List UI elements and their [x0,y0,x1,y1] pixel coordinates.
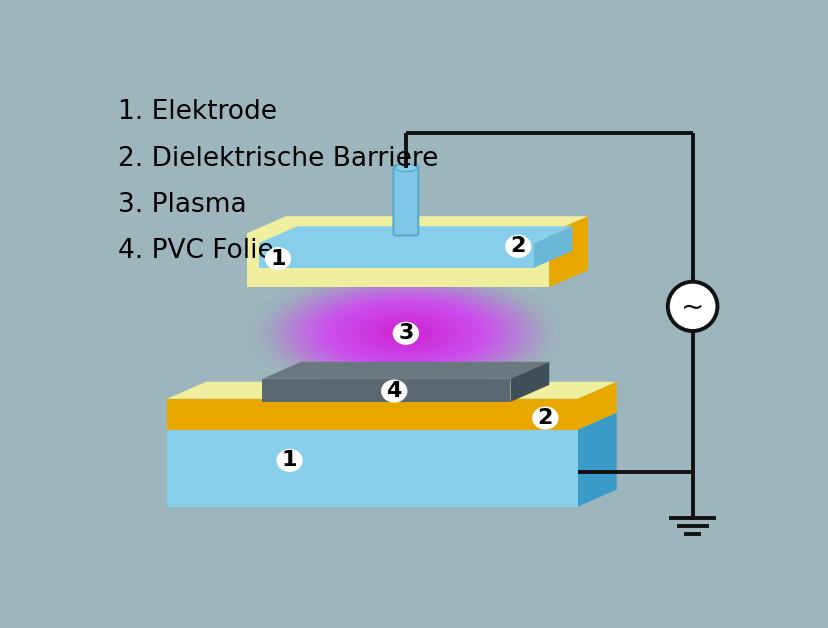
Ellipse shape [308,293,503,374]
Circle shape [667,282,716,331]
Polygon shape [577,382,616,430]
Polygon shape [167,430,577,507]
Polygon shape [549,216,587,287]
Ellipse shape [312,295,498,372]
Polygon shape [258,226,572,243]
Ellipse shape [504,235,531,258]
Ellipse shape [368,318,442,349]
Ellipse shape [359,314,452,353]
Ellipse shape [276,279,536,387]
Polygon shape [262,362,549,379]
Ellipse shape [322,298,489,368]
Ellipse shape [395,164,416,171]
Ellipse shape [289,285,522,382]
Text: 2: 2 [537,408,552,428]
Ellipse shape [252,269,559,397]
Text: 4: 4 [386,381,402,401]
Polygon shape [577,413,616,507]
Ellipse shape [264,247,291,270]
Ellipse shape [401,332,410,335]
Polygon shape [247,233,549,287]
Polygon shape [262,379,510,402]
Ellipse shape [285,283,526,384]
Polygon shape [167,413,616,430]
Ellipse shape [335,305,475,362]
Ellipse shape [276,449,302,472]
Ellipse shape [243,266,568,401]
Ellipse shape [340,306,470,360]
Text: 3: 3 [397,323,413,344]
Ellipse shape [262,273,549,393]
Ellipse shape [299,289,513,378]
Ellipse shape [387,325,424,341]
Ellipse shape [331,302,479,364]
Polygon shape [510,362,549,402]
Ellipse shape [317,296,493,370]
Ellipse shape [381,379,407,403]
Ellipse shape [349,310,461,357]
FancyBboxPatch shape [393,165,418,236]
Ellipse shape [392,327,419,339]
Text: 3. Plasma: 3. Plasma [118,192,246,218]
Text: 4. PVC Folie: 4. PVC Folie [118,238,273,264]
Text: ~: ~ [680,294,704,322]
Polygon shape [247,216,587,233]
Polygon shape [167,382,616,399]
Ellipse shape [257,271,554,395]
Ellipse shape [396,330,415,337]
Ellipse shape [326,300,484,366]
Ellipse shape [248,268,563,399]
Text: 2: 2 [510,236,525,256]
Ellipse shape [271,277,540,389]
Ellipse shape [266,275,545,391]
Text: 1: 1 [270,249,286,269]
Ellipse shape [280,281,531,386]
Ellipse shape [345,308,466,359]
Ellipse shape [392,322,418,345]
Ellipse shape [378,322,433,345]
Polygon shape [533,226,572,268]
Ellipse shape [532,406,558,430]
Ellipse shape [294,287,517,380]
Ellipse shape [383,323,429,343]
Ellipse shape [354,312,456,355]
Text: 1: 1 [282,450,297,470]
Ellipse shape [303,291,508,376]
Ellipse shape [363,316,447,350]
Text: 2. Dielektrische Barriere: 2. Dielektrische Barriere [118,146,437,171]
Polygon shape [258,243,533,268]
Text: 1. Elektrode: 1. Elektrode [118,99,277,126]
Polygon shape [167,399,577,430]
Ellipse shape [373,320,438,347]
